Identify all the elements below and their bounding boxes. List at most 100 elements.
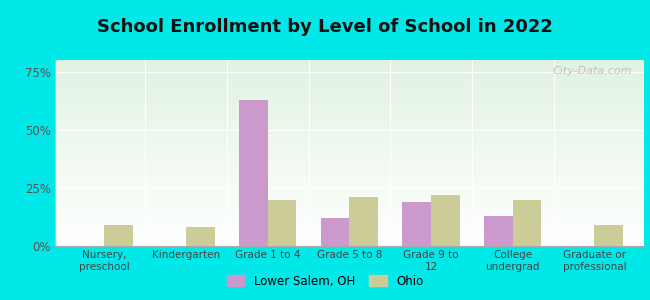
Bar [55, 87, 644, 88]
Bar [55, 64, 644, 66]
Bar [55, 82, 644, 83]
Bar [55, 244, 644, 245]
Bar [55, 84, 644, 85]
Bar [55, 116, 644, 117]
Bar [55, 239, 644, 240]
Bar [55, 88, 644, 89]
Bar [55, 211, 644, 212]
Bar [55, 108, 644, 109]
Bar [55, 105, 644, 106]
Bar [55, 225, 644, 226]
Bar [55, 175, 644, 176]
Bar [55, 126, 644, 127]
Bar [55, 226, 644, 227]
Bar [55, 193, 644, 194]
Bar [55, 241, 644, 242]
Bar [55, 155, 644, 156]
Bar [55, 153, 644, 154]
Bar [55, 217, 644, 218]
Bar [55, 234, 644, 235]
Bar [55, 115, 644, 116]
Bar [55, 145, 644, 146]
Bar [55, 141, 644, 142]
Bar [55, 243, 644, 244]
Bar [55, 206, 644, 207]
Bar [55, 162, 644, 163]
Bar [350, 197, 378, 246]
Bar [55, 78, 644, 79]
Bar [55, 92, 644, 94]
Bar [55, 180, 644, 181]
Bar [55, 83, 644, 84]
Bar [55, 181, 644, 182]
Bar [55, 101, 644, 102]
Bar [55, 163, 644, 164]
Bar [55, 125, 644, 126]
Bar [55, 196, 644, 197]
Bar [595, 225, 623, 246]
Bar [55, 185, 644, 187]
Bar [55, 132, 644, 133]
Bar [55, 76, 644, 77]
Bar [55, 228, 644, 229]
Bar [55, 149, 644, 150]
Bar [55, 195, 644, 196]
Bar [55, 117, 644, 118]
Bar [55, 156, 644, 157]
Bar [55, 60, 644, 61]
Bar [55, 127, 644, 128]
Bar [55, 179, 644, 180]
Bar [55, 111, 644, 112]
Bar [55, 238, 644, 239]
Bar [55, 177, 644, 178]
Bar [55, 214, 644, 215]
Bar [431, 195, 460, 246]
Bar [55, 95, 644, 96]
Bar [55, 178, 644, 179]
Bar [55, 79, 644, 80]
Bar [239, 100, 268, 246]
Bar [55, 144, 644, 145]
Bar [55, 63, 644, 64]
Bar [55, 172, 644, 173]
Bar [55, 61, 644, 62]
Bar [55, 227, 644, 228]
Bar [55, 91, 644, 92]
Bar [55, 103, 644, 104]
Bar [55, 187, 644, 188]
Bar [55, 119, 644, 120]
Bar [55, 109, 644, 110]
Bar [55, 138, 644, 139]
Bar [55, 140, 644, 141]
Bar [55, 218, 644, 219]
Bar [55, 240, 644, 241]
Bar [55, 197, 644, 198]
Bar [55, 189, 644, 190]
Bar [484, 216, 513, 246]
Bar [55, 99, 644, 100]
Bar [55, 136, 644, 137]
Bar [55, 176, 644, 177]
Bar [55, 190, 644, 191]
Bar [55, 120, 644, 122]
Bar [55, 70, 644, 71]
Bar [55, 184, 644, 185]
Bar [55, 66, 644, 67]
Bar [55, 166, 644, 167]
Bar [55, 80, 644, 81]
Bar [55, 62, 644, 63]
Bar [55, 208, 644, 209]
Bar [55, 143, 644, 144]
Bar [55, 174, 644, 175]
Bar [55, 139, 644, 140]
Bar [186, 227, 214, 246]
Bar [55, 203, 644, 204]
Bar [55, 123, 644, 124]
Bar [55, 160, 644, 161]
Bar [55, 221, 644, 222]
Bar [55, 74, 644, 75]
Bar [55, 231, 644, 232]
Bar [55, 222, 644, 223]
Bar [55, 232, 644, 233]
Bar [55, 113, 644, 114]
